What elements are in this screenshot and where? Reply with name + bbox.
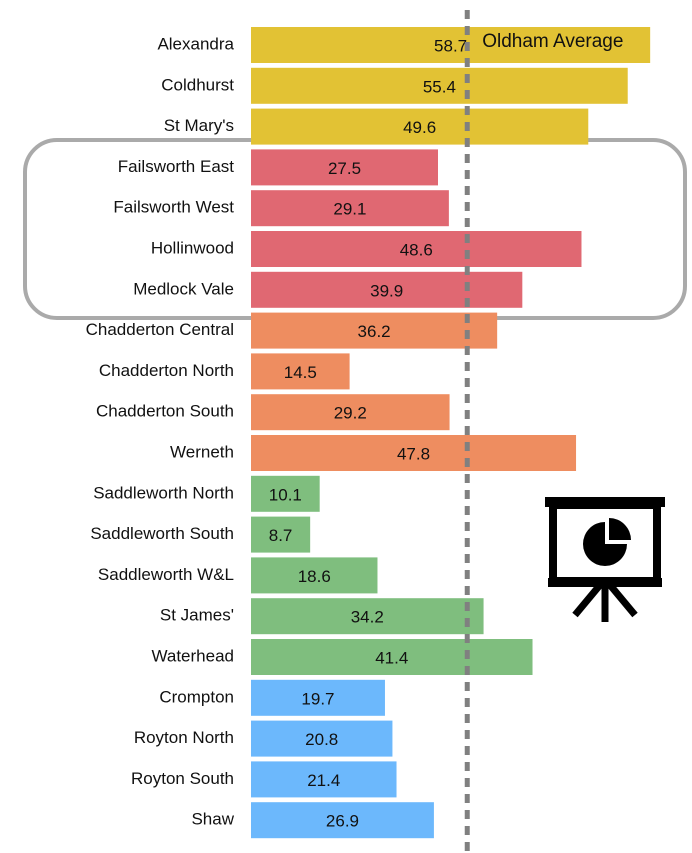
bar	[251, 190, 449, 227]
bar	[251, 598, 484, 635]
bar	[251, 720, 393, 757]
category-label: Waterhead	[151, 646, 234, 665]
average-label: Oldham Average	[482, 31, 623, 52]
value-label: 58.7	[434, 36, 467, 55]
value-label: 21.4	[307, 771, 340, 790]
bar	[251, 312, 498, 349]
value-label: 20.8	[305, 730, 338, 749]
category-label: Alexandra	[157, 34, 234, 53]
value-label: 29.2	[334, 404, 367, 423]
category-label: Saddleworth W&L	[98, 565, 234, 584]
value-label: 29.1	[333, 200, 366, 219]
bar	[251, 108, 589, 145]
bar	[251, 679, 385, 716]
value-label: 19.7	[301, 689, 334, 708]
category-label: Chadderton South	[96, 402, 234, 421]
bar	[251, 516, 311, 553]
value-label: 41.4	[375, 648, 408, 667]
value-label: 48.6	[400, 240, 433, 259]
bar	[251, 27, 651, 63]
category-label: Crompton	[159, 687, 234, 706]
category-label: Shaw	[191, 810, 234, 829]
category-label: Werneth	[170, 442, 234, 461]
value-label: 27.5	[328, 159, 361, 178]
bar	[251, 557, 378, 594]
value-label: 49.6	[403, 118, 436, 137]
category-label: St James'	[160, 606, 234, 625]
bar	[251, 435, 577, 471]
value-label: 18.6	[298, 567, 331, 586]
value-label: 14.5	[284, 363, 317, 382]
bar	[251, 67, 628, 104]
value-label: 34.2	[351, 608, 384, 627]
category-label: Royton North	[134, 728, 234, 747]
bar	[251, 149, 438, 186]
category-label: Royton South	[131, 769, 234, 788]
bar	[251, 353, 350, 390]
bar	[251, 802, 434, 839]
category-label: Coldhurst	[161, 75, 234, 94]
category-label: Saddleworth North	[93, 483, 234, 502]
value-label: 26.9	[326, 812, 359, 831]
value-label: 36.2	[358, 322, 391, 341]
category-label: Hollinwood	[151, 238, 234, 257]
category-label: Medlock Vale	[133, 279, 234, 298]
category-label: Chadderton Central	[86, 320, 234, 339]
category-label: Saddleworth South	[90, 524, 234, 543]
bar	[251, 231, 582, 267]
value-label: 39.9	[370, 281, 403, 300]
value-label: 8.7	[269, 526, 293, 545]
category-label: St Mary's	[164, 116, 234, 135]
value-label: 55.4	[423, 77, 456, 96]
value-label: 10.1	[269, 485, 302, 504]
bar	[251, 475, 320, 512]
presentation-icon	[545, 497, 665, 622]
bar	[251, 761, 397, 798]
category-label: Failsworth East	[118, 157, 234, 176]
category-label: Failsworth West	[113, 198, 234, 217]
bar	[251, 639, 533, 675]
category-label: Chadderton North	[99, 361, 234, 380]
value-label: 47.8	[397, 444, 430, 463]
bar	[251, 394, 450, 431]
bar	[251, 271, 523, 308]
